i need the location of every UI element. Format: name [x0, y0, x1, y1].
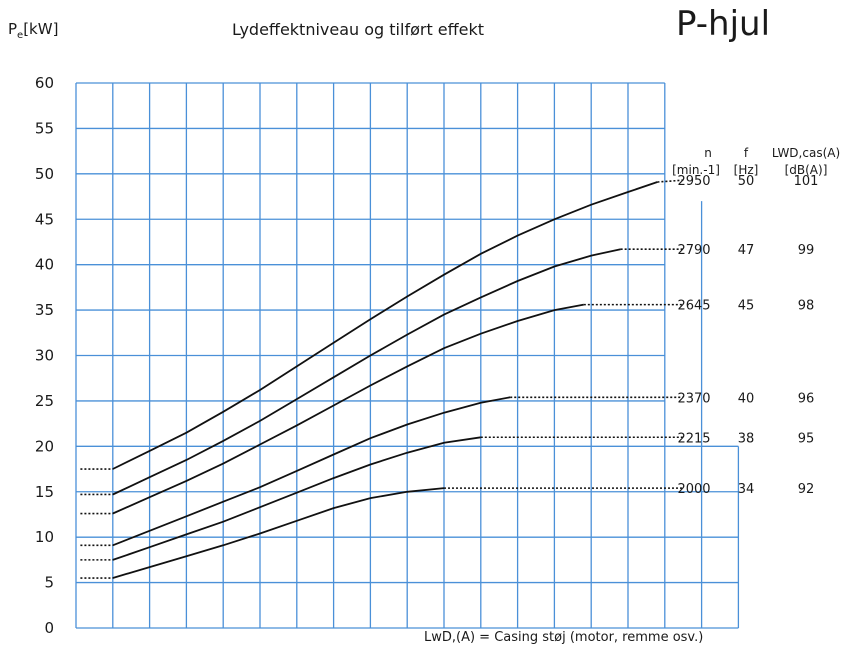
rpm-label: 2950 — [677, 174, 710, 189]
sound-level-label: 92 — [798, 482, 815, 497]
curves — [80, 179, 684, 579]
frequency-label: 47 — [738, 243, 755, 258]
y-axis-symbol: P — [8, 20, 18, 38]
rpm-label: 2370 — [677, 391, 710, 406]
y-tick-label: 20 — [35, 437, 54, 455]
curve-2215 — [112, 436, 481, 561]
y-tick-label: 5 — [44, 574, 54, 592]
header-lw-unit: [dB(A)] — [785, 163, 828, 177]
curve-2645 — [112, 303, 584, 515]
y-axis-subscript: e — [17, 30, 24, 41]
chart-title: Lydeffektniveau og tilført effekt — [232, 20, 485, 39]
y-tick-label: 40 — [35, 256, 54, 274]
rpm-label: 2000 — [677, 482, 710, 497]
table-headers: n [min.-1] f [Hz] LWD,cas(A) [dB(A)] — [672, 146, 840, 177]
rpm-label: 2215 — [677, 431, 710, 446]
sound-level-label: 95 — [798, 431, 815, 446]
y-tick-label: 15 — [35, 483, 54, 501]
rpm-label: 2645 — [677, 299, 710, 314]
y-tick-label: 45 — [35, 210, 54, 228]
y-tick-label: 0 — [44, 619, 54, 637]
curve-2950 — [112, 181, 658, 470]
header-lw: LWD,cas(A) — [772, 146, 840, 160]
y-tick-label: 30 — [35, 347, 54, 365]
curve-2000 — [112, 487, 445, 579]
grid-lines — [75, 82, 740, 629]
curve-2790 — [112, 248, 621, 496]
sound-level-label: 99 — [798, 243, 815, 258]
y-tick-label: 55 — [35, 119, 54, 137]
curve-extension — [657, 179, 684, 183]
frequency-label: 40 — [738, 391, 755, 406]
frequency-label: 34 — [738, 482, 755, 497]
frequency-label: 38 — [738, 431, 755, 446]
sound-level-label: 96 — [798, 391, 815, 406]
series-table: 2950 50 101 2790 47 99 2645 45 98 2370 40 96 2215 38 9… — [677, 174, 818, 497]
header-n: n — [704, 146, 712, 160]
header-f: f — [744, 146, 749, 160]
sound-level-label: 101 — [794, 174, 819, 189]
header-f-unit: [Hz] — [734, 163, 759, 177]
y-tick-label: 10 — [35, 528, 54, 546]
brand-title: P-hjul — [676, 4, 771, 44]
frequency-label: 45 — [738, 299, 755, 314]
y-axis-unit-label: Pe[kW] — [8, 20, 58, 41]
frequency-label: 50 — [738, 174, 755, 189]
y-tick-label: 60 — [35, 74, 54, 92]
curve-2370 — [112, 396, 511, 547]
footnote: LwD,(A) = Casing støj (motor, remme osv.… — [424, 630, 704, 645]
y-tick-label: 35 — [35, 301, 54, 319]
sound-level-label: 98 — [798, 299, 815, 314]
y-tick-labels: 0 5 10 15 20 25 30 35 40 45 50 55 60 — [35, 74, 54, 637]
rpm-label: 2790 — [677, 243, 710, 258]
y-tick-label: 50 — [35, 165, 54, 183]
y-tick-label: 25 — [35, 392, 54, 410]
y-axis-unit: [kW] — [23, 20, 59, 38]
header-n-unit: [min.-1] — [672, 163, 720, 177]
